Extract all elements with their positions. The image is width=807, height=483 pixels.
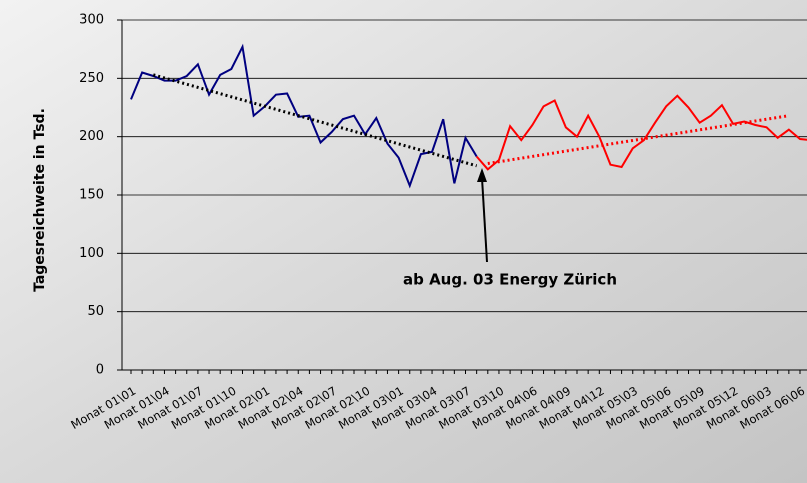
series-line [475,94,807,171]
annotation: ab Aug. 03 Energy Zürich [403,271,617,289]
trend-line [152,73,478,168]
y-tick-label: 250 [79,71,104,86]
y-tick-label: 100 [79,246,104,261]
y-tick-label: 150 [79,188,104,203]
y-tick-label: 200 [79,129,104,144]
y-tick-label: 0 [96,363,104,378]
y-tick-label: 50 [87,304,104,319]
annotation-arrowhead [477,168,487,182]
annotation-arrow [481,177,488,263]
trend-line [487,114,790,165]
y-tick-label: 300 [79,13,104,28]
y-axis-label: Tagesreichweite in Tsd. [32,108,48,292]
